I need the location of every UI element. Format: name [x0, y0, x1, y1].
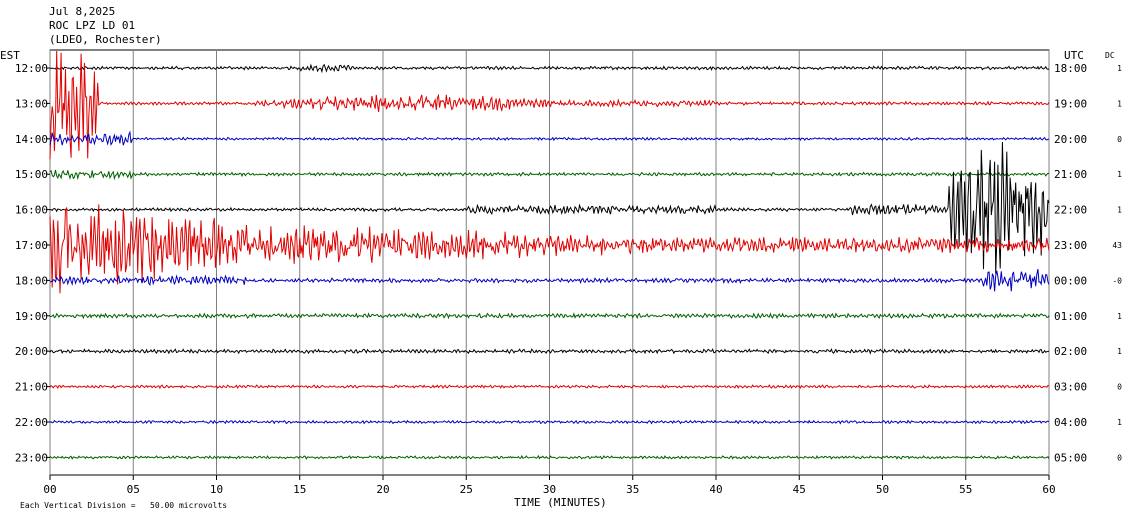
seismic-trace [49, 419, 1050, 425]
est-hour-label: 20:00 [15, 345, 48, 358]
dc-offset-value: 1 [1117, 170, 1122, 179]
x-tick-label: 30 [543, 483, 556, 496]
seismic-trace [49, 63, 1050, 74]
dc-offset-value: -0 [1112, 276, 1122, 285]
est-zone-label: EST [0, 49, 20, 62]
dc-offset-value: 1 [1117, 206, 1122, 215]
utc-hour-label: 03:00 [1054, 381, 1087, 394]
utc-hour-label: 19:00 [1054, 97, 1087, 110]
est-hour-label: 15:00 [15, 168, 48, 181]
x-tick-label: 45 [793, 483, 806, 496]
network-label: (LDEO, Rochester) [49, 33, 162, 46]
seismic-trace [49, 141, 1050, 274]
dc-label: DC [1105, 51, 1115, 60]
est-hour-label: 19:00 [15, 310, 48, 323]
x-tick-label: 60 [1042, 483, 1055, 496]
utc-hour-label: 21:00 [1054, 168, 1087, 181]
dc-offset-value: 1 [1117, 99, 1122, 108]
utc-hour-label: 00:00 [1054, 274, 1087, 287]
dc-offset-value: 1 [1117, 418, 1122, 427]
est-hour-label: 22:00 [15, 416, 48, 429]
dc-offset-value: 0 [1117, 383, 1122, 392]
x-tick-label: 40 [709, 483, 722, 496]
seismic-trace [49, 130, 1050, 147]
seismic-trace [49, 50, 1050, 160]
est-hour-label: 16:00 [15, 204, 48, 217]
seismic-trace [49, 348, 1050, 355]
utc-hour-label: 01:00 [1054, 310, 1087, 323]
seismic-trace [49, 204, 1050, 294]
x-tick-label: 35 [626, 483, 639, 496]
utc-hour-label: 20:00 [1054, 133, 1087, 146]
est-hour-label: 14:00 [15, 133, 48, 146]
est-hour-label: 12:00 [15, 62, 48, 75]
seismic-trace [49, 454, 1050, 460]
dc-offset-value: 0 [1117, 453, 1122, 462]
x-tick-label: 50 [876, 483, 889, 496]
utc-hour-label: 05:00 [1054, 451, 1087, 464]
est-hour-label: 17:00 [15, 239, 48, 252]
est-hour-label: 13:00 [15, 97, 48, 110]
x-tick-label: 00 [43, 483, 56, 496]
x-tick-label: 10 [210, 483, 223, 496]
x-tick-label: 25 [460, 483, 473, 496]
dc-offset-value: 1 [1117, 347, 1122, 356]
utc-zone-label: UTC [1064, 49, 1084, 62]
dc-offset-value: 1 [1117, 64, 1122, 73]
dc-offset-value: 1 [1117, 312, 1122, 321]
est-hour-label: 21:00 [15, 381, 48, 394]
station-label: ROC LPZ LD 01 [49, 19, 136, 32]
seismic-trace [49, 384, 1050, 390]
x-tick-label: 20 [376, 483, 389, 496]
x-tick-label: 05 [127, 483, 140, 496]
seismic-trace [49, 312, 1050, 320]
utc-hour-label: 04:00 [1054, 416, 1087, 429]
est-hour-label: 23:00 [15, 451, 48, 464]
date-label: Jul 8,2025 [49, 5, 116, 18]
seismic-trace [49, 268, 1050, 292]
x-tick-label: 15 [293, 483, 306, 496]
scale-note: Each Vertical Division = 50.00 microvolt… [20, 501, 228, 510]
utc-hour-label: 22:00 [1054, 204, 1087, 217]
utc-hour-label: 18:00 [1054, 62, 1087, 75]
dc-offset-value: 0 [1117, 135, 1122, 144]
seismic-trace [49, 169, 1050, 181]
utc-hour-label: 02:00 [1054, 345, 1087, 358]
dc-offset-value: 43 [1112, 241, 1122, 250]
x-tick-label: 55 [959, 483, 972, 496]
x-axis-label: TIME (MINUTES) [514, 496, 607, 509]
est-hour-label: 18:00 [15, 274, 48, 287]
utc-hour-label: 23:00 [1054, 239, 1087, 252]
